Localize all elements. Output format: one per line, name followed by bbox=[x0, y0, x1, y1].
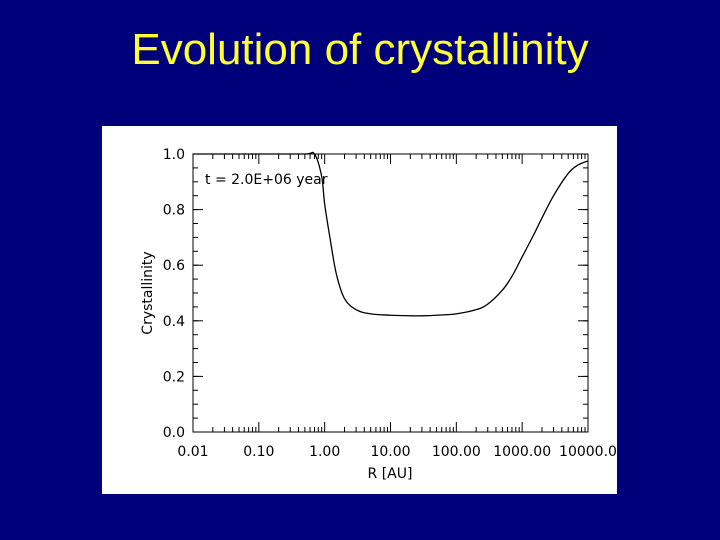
x-tick-label: 100.00 bbox=[432, 444, 481, 460]
y-tick-label: 0.6 bbox=[163, 258, 185, 274]
x-tick-label: 10000.0 bbox=[559, 444, 617, 460]
x-tick-label: 1.00 bbox=[309, 444, 340, 460]
y-tick-label: 1.0 bbox=[163, 147, 185, 163]
x-axis-title: R [AU] bbox=[368, 466, 413, 482]
plot-panel: 0.01 0.10 1.00 10.00 100.00 1000.00 10000.0 0.0… bbox=[102, 126, 617, 494]
time-annotation: t = 2.0E+06 year bbox=[205, 172, 328, 188]
x-tick-label: 0.01 bbox=[177, 444, 208, 460]
plot-frame bbox=[192, 153, 589, 433]
x-tick-label: 1000.00 bbox=[493, 444, 551, 460]
y-axis-title: Crystallinity bbox=[140, 251, 156, 334]
y-tick-label: 0.4 bbox=[163, 314, 185, 330]
labels-layer: 0.01 0.10 1.00 10.00 100.00 1000.00 10000.0 0.0… bbox=[163, 147, 617, 460]
series-line bbox=[193, 151, 589, 317]
y-tick-label: 0.0 bbox=[163, 425, 185, 441]
x-tick-label: 0.10 bbox=[243, 444, 274, 460]
slide-title: Evolution of crystallinity bbox=[131, 25, 589, 74]
y-tick-label: 0.2 bbox=[163, 369, 185, 385]
crystallinity-chart: 0.01 0.10 1.00 10.00 100.00 1000.00 10000.0 0.0… bbox=[140, 147, 617, 482]
y-tick-label: 0.8 bbox=[163, 203, 185, 219]
ticks-layer bbox=[192, 153, 589, 433]
x-tick-label: 10.00 bbox=[370, 444, 410, 460]
